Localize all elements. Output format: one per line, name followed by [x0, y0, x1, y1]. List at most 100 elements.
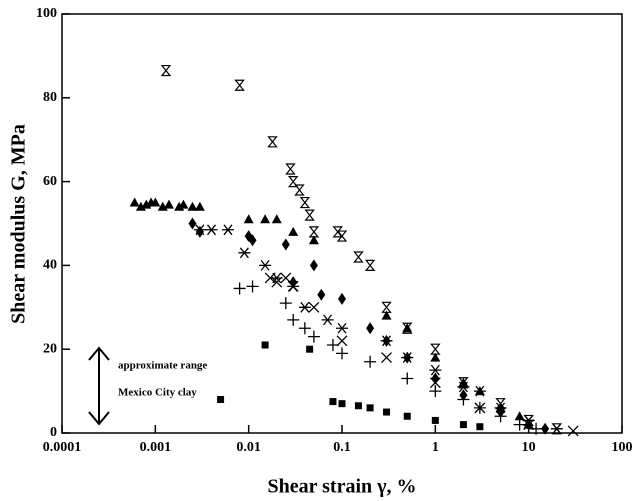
point: [188, 217, 197, 230]
point: [238, 247, 251, 259]
point: [264, 272, 276, 284]
marker-shape: [336, 322, 348, 334]
point: [309, 259, 318, 272]
marker-shape: [281, 238, 290, 251]
marker-shape: [287, 313, 300, 326]
point: [523, 419, 535, 431]
point: [246, 280, 259, 293]
marker-shape: [523, 414, 534, 427]
point: [494, 410, 507, 423]
point: [383, 408, 391, 416]
marker-shape: [221, 224, 234, 236]
marker-shape: [401, 372, 414, 385]
marker-shape: [381, 301, 392, 313]
y-tick-label: 0: [50, 425, 57, 440]
point: [336, 230, 348, 242]
marker-shape: [551, 423, 563, 435]
point: [381, 310, 392, 320]
point: [271, 214, 282, 224]
y-tick-label: 80: [43, 90, 57, 105]
point: [429, 364, 442, 376]
marker-shape: [364, 355, 377, 368]
point: [381, 352, 392, 364]
point: [366, 322, 375, 335]
range-arrow: [88, 346, 110, 426]
marker-shape: [306, 345, 314, 353]
point: [326, 339, 339, 352]
marker-shape: [271, 276, 283, 288]
point: [298, 322, 311, 335]
marker-shape: [431, 416, 439, 424]
x-tick-label: 0.1: [333, 440, 351, 455]
marker-shape: [294, 184, 305, 196]
marker-shape: [353, 251, 364, 263]
point: [307, 330, 320, 343]
marker-shape: [473, 385, 486, 397]
marker-shape: [354, 402, 362, 410]
point: [476, 423, 484, 431]
point: [248, 234, 257, 247]
marker-shape: [195, 225, 204, 238]
marker-shape: [193, 224, 206, 236]
point: [329, 398, 337, 406]
y-tick-label: 20: [43, 341, 57, 356]
point: [306, 345, 314, 353]
point: [163, 199, 174, 209]
point: [473, 401, 486, 414]
point: [287, 313, 300, 326]
point: [366, 404, 374, 412]
marker-shape: [304, 209, 315, 221]
point: [234, 79, 245, 91]
point: [380, 335, 393, 347]
marker-shape: [321, 314, 334, 326]
y-tick-label: 60: [43, 174, 57, 189]
point: [430, 343, 441, 355]
marker-shape: [430, 352, 441, 362]
marker-shape: [458, 377, 469, 389]
marker-shape: [476, 423, 484, 431]
point: [336, 335, 348, 347]
marker-shape: [338, 400, 346, 408]
point: [280, 272, 292, 284]
point: [298, 301, 311, 313]
x-tick-label: 0.01: [236, 440, 261, 455]
point: [459, 421, 467, 429]
marker-shape: [205, 224, 218, 236]
point: [381, 301, 392, 313]
y-tick-label: 100: [36, 6, 57, 21]
point: [205, 224, 218, 236]
point: [354, 402, 362, 410]
marker-shape: [326, 339, 339, 352]
x-tick-label: 1: [432, 440, 439, 455]
marker-shape: [495, 398, 506, 410]
point: [513, 418, 526, 431]
point: [431, 416, 439, 424]
marker-shape: [243, 214, 254, 224]
marker-shape: [288, 226, 299, 236]
point: [129, 197, 140, 207]
marker-shape: [381, 352, 392, 364]
point: [267, 136, 278, 148]
marker-shape: [299, 196, 311, 209]
marker-shape: [163, 199, 174, 209]
marker-shape: [332, 226, 343, 238]
x-axis-label: Shear strain γ, %: [268, 476, 417, 498]
marker-shape: [194, 201, 205, 211]
annotation: approximate range: [118, 360, 207, 372]
point: [429, 377, 441, 389]
point: [317, 288, 326, 301]
marker-shape: [285, 163, 296, 175]
marker-shape: [317, 288, 326, 301]
point: [429, 385, 442, 398]
point: [401, 352, 414, 363]
marker-shape: [309, 259, 318, 272]
marker-shape: [298, 301, 311, 313]
marker-shape: [248, 234, 257, 247]
point: [261, 341, 269, 349]
marker-shape: [129, 197, 140, 207]
marker-shape: [567, 425, 579, 437]
marker-shape: [366, 322, 375, 335]
marker-shape: [298, 322, 311, 335]
marker-shape: [336, 335, 348, 347]
point: [457, 393, 470, 406]
